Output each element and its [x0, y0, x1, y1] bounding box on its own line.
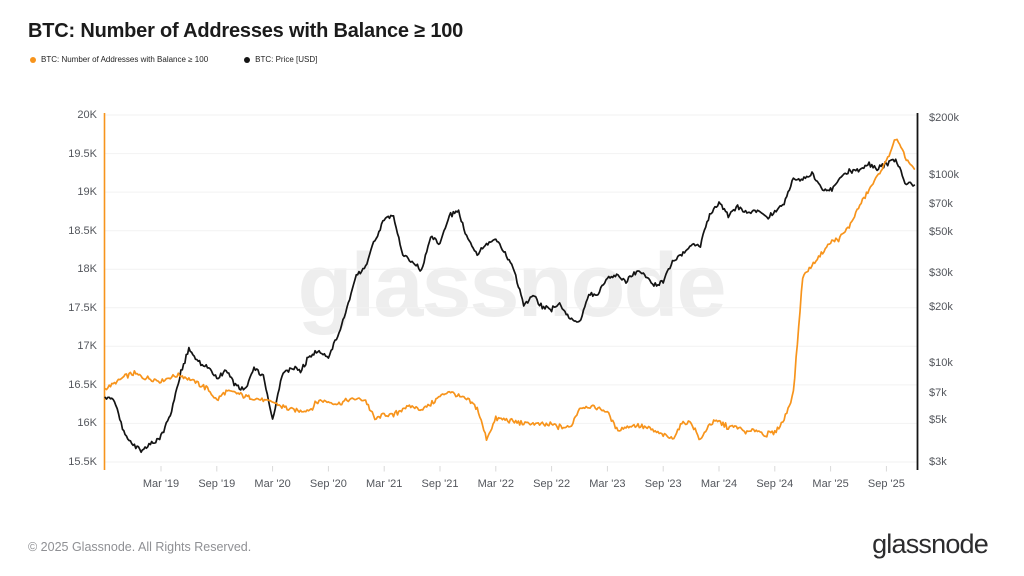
- y-axis-left-label: 18K: [77, 263, 97, 276]
- y-axis-left-label: 19.5K: [68, 147, 97, 160]
- x-axis-label: Mar '22: [477, 478, 514, 490]
- legend-item-addresses[interactable]: BTC: Number of Addresses with Balance ≥ …: [30, 55, 208, 64]
- y-axis-left-label: 17.5K: [68, 301, 97, 314]
- x-axis-label: Sep '21: [421, 478, 459, 490]
- addresses-series-line[interactable]: [104, 138, 916, 442]
- x-axis-label: Sep '22: [533, 478, 571, 490]
- x-axis-label: Sep '24: [756, 478, 794, 490]
- price-series-line[interactable]: [104, 158, 916, 454]
- y-axis-left-label: 20K: [77, 109, 97, 121]
- legend-label: BTC: Price [USD]: [255, 55, 318, 64]
- legend-item-price[interactable]: BTC: Price [USD]: [244, 55, 317, 64]
- x-axis-label: Mar '21: [366, 478, 403, 490]
- y-axis-right-label: $200k: [929, 112, 959, 124]
- legend-dot-addresses: [30, 56, 36, 63]
- y-axis-left-label: 18.5K: [68, 224, 97, 237]
- legend: BTC: Number of Addresses with Balance ≥ …: [30, 55, 317, 64]
- y-axis-right-label: $20k: [929, 300, 953, 313]
- y-axis-right-label: $7k: [929, 386, 947, 399]
- y-axis-right-label: $50k: [929, 225, 953, 238]
- legend-label: BTC: Number of Addresses with Balance ≥ …: [41, 55, 209, 64]
- x-axis-label: Mar '23: [589, 478, 626, 490]
- x-axis-label: Sep '23: [644, 478, 682, 490]
- y-axis-right-label: $100k: [929, 168, 959, 181]
- x-axis-label: Mar '24: [700, 478, 738, 490]
- y-axis-right-label: $10k: [929, 357, 953, 370]
- x-axis-label: Sep '25: [867, 478, 905, 490]
- glassnode-logo: glassnode: [872, 529, 989, 559]
- y-axis-right-label: $5k: [929, 414, 947, 427]
- y-axis-left-label: 15.5K: [68, 456, 97, 468]
- y-axis-left-label: 16K: [77, 417, 97, 430]
- x-axis-label: Mar '19: [142, 478, 180, 490]
- x-axis-label: Mar '25: [812, 478, 849, 490]
- x-axis-label: Sep '20: [309, 478, 347, 490]
- copyright-text: © 2025 Glassnode. All Rights Reserved.: [28, 540, 252, 554]
- x-axis-label: Sep '19: [198, 478, 236, 490]
- y-axis-left-label: 19K: [77, 186, 97, 199]
- y-axis-left-label: 16.5K: [68, 378, 97, 391]
- x-axis-label: Mar '20: [254, 478, 291, 490]
- y-axis-right-label: $70k: [929, 198, 953, 210]
- y-axis-right-label: $3k: [929, 456, 947, 468]
- y-axis-right-label: $30k: [929, 267, 953, 280]
- page-title: BTC: Number of Addresses with Balance ≥ …: [28, 20, 464, 42]
- y-axis-left-label: 17K: [77, 340, 97, 353]
- legend-dot-price: [244, 56, 251, 63]
